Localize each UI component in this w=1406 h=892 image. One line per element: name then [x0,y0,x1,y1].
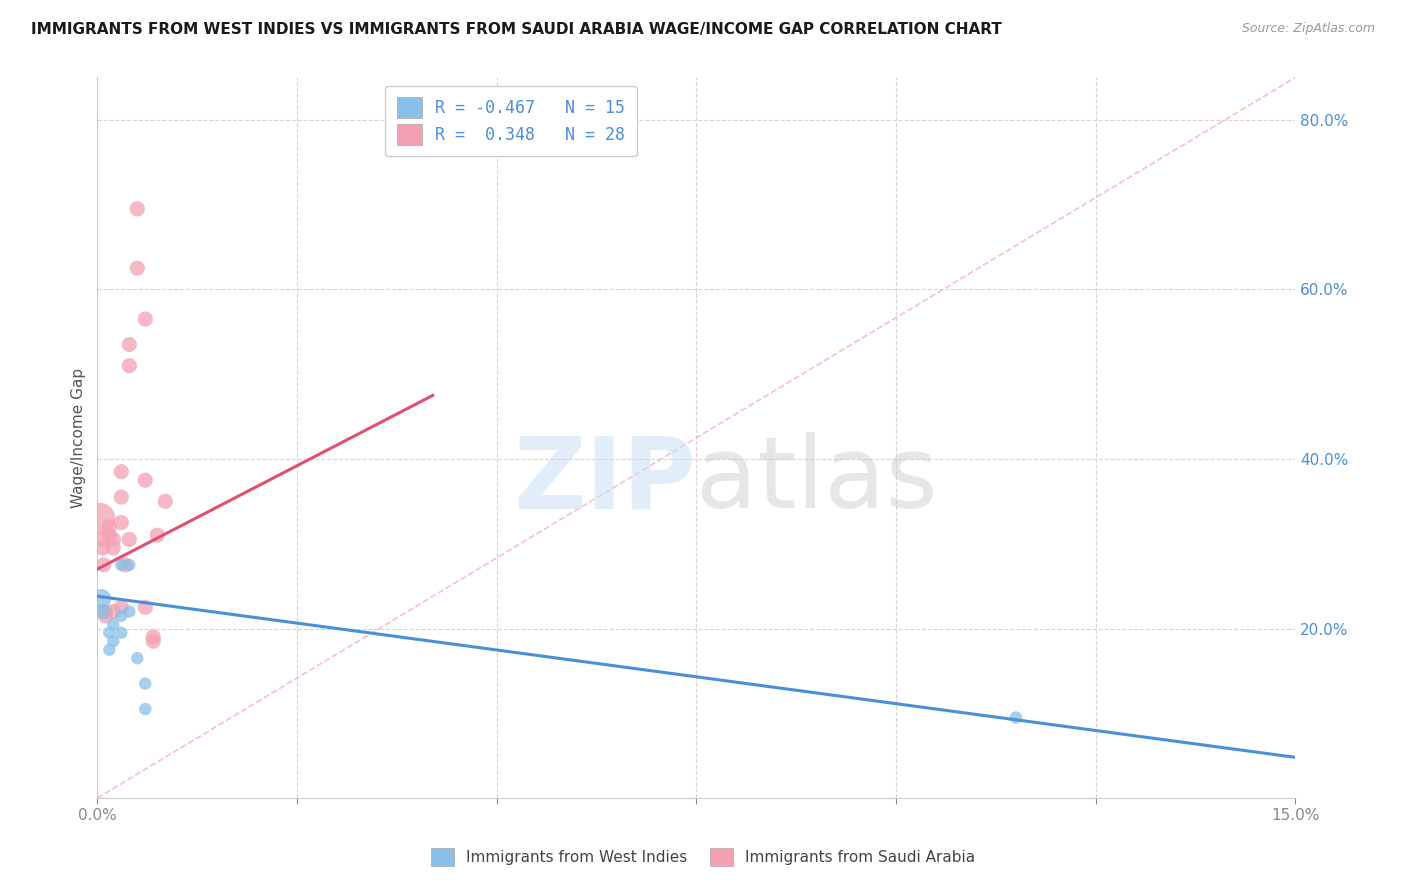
Text: atlas: atlas [696,433,938,530]
Point [110,516,132,530]
Text: Source: ZipAtlas.com: Source: ZipAtlas.com [1241,22,1375,36]
Point [103,533,125,547]
Point [110,558,132,572]
Text: IMMIGRANTS FROM WEST INDIES VS IMMIGRANTS FROM SAUDI ARABIA WAGE/INCOME GAP CORR: IMMIGRANTS FROM WEST INDIES VS IMMIGRANT… [31,22,1002,37]
Point [114,558,136,572]
Point [93,558,115,572]
Point [103,617,125,632]
Point [110,608,132,623]
Point [118,359,141,373]
Point [89,511,111,525]
Point [94,605,117,619]
Point [142,630,165,644]
Point [118,533,141,547]
Point [127,202,149,216]
Point [134,702,156,716]
Legend: Immigrants from West Indies, Immigrants from Saudi Arabia: Immigrants from West Indies, Immigrants … [422,838,984,875]
Point [146,528,169,542]
Point [110,490,132,504]
Point [110,600,132,615]
Point [134,600,156,615]
Point [91,541,114,555]
Point [103,541,125,555]
Point [103,634,125,648]
Point [134,312,156,326]
Point [110,465,132,479]
Point [134,473,156,487]
Point [103,605,125,619]
Point [94,608,117,623]
Point [142,634,165,648]
Point [98,520,121,534]
Point [98,642,121,657]
Point [91,605,114,619]
Point [134,676,156,690]
Point [110,625,132,640]
Point [118,558,141,572]
Point [127,261,149,276]
Point [127,651,149,665]
Point [98,625,121,640]
Legend: R = -0.467   N = 15, R =  0.348   N = 28: R = -0.467 N = 15, R = 0.348 N = 28 [385,86,637,156]
Point [1005,710,1028,724]
Y-axis label: Wage/Income Gap: Wage/Income Gap [72,368,86,508]
Text: ZIP: ZIP [513,433,696,530]
Point [118,337,141,351]
Point [118,605,141,619]
Point [90,533,112,547]
Point [90,591,112,606]
Point [155,494,177,508]
Point [98,528,121,542]
